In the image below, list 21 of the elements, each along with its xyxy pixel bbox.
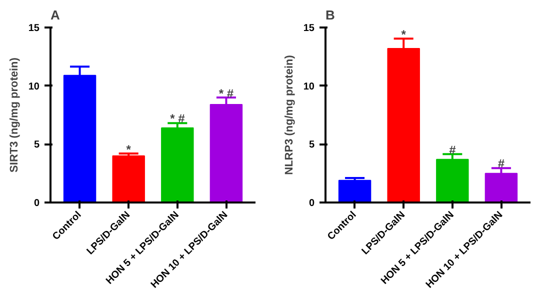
y-tick-label: 0 [308, 198, 315, 209]
y-tick-label: 10 [303, 81, 315, 92]
bar [112, 155, 145, 202]
annotation: # [498, 156, 505, 170]
y-tick-label: 5 [34, 140, 40, 151]
y-axis-title: SIRT3 (ng/mg protein) [8, 57, 20, 172]
bar [338, 180, 372, 202]
y-tick-label: 15 [303, 23, 315, 34]
chart-title: A [50, 8, 60, 22]
chart-title: B [326, 8, 335, 22]
bar [161, 127, 194, 202]
bar [484, 172, 518, 202]
y-tick-label: 15 [28, 23, 40, 34]
y-tick-label: 0 [34, 198, 40, 209]
annotation: * [126, 142, 132, 156]
annotation: * [401, 28, 406, 42]
bar [436, 158, 469, 202]
annotation: * # [170, 112, 186, 126]
y-tick-label: 5 [308, 140, 315, 151]
y-tick-label: 10 [28, 81, 40, 92]
y-axis-title: NLRP3 (ng/mg protein) [283, 54, 296, 175]
